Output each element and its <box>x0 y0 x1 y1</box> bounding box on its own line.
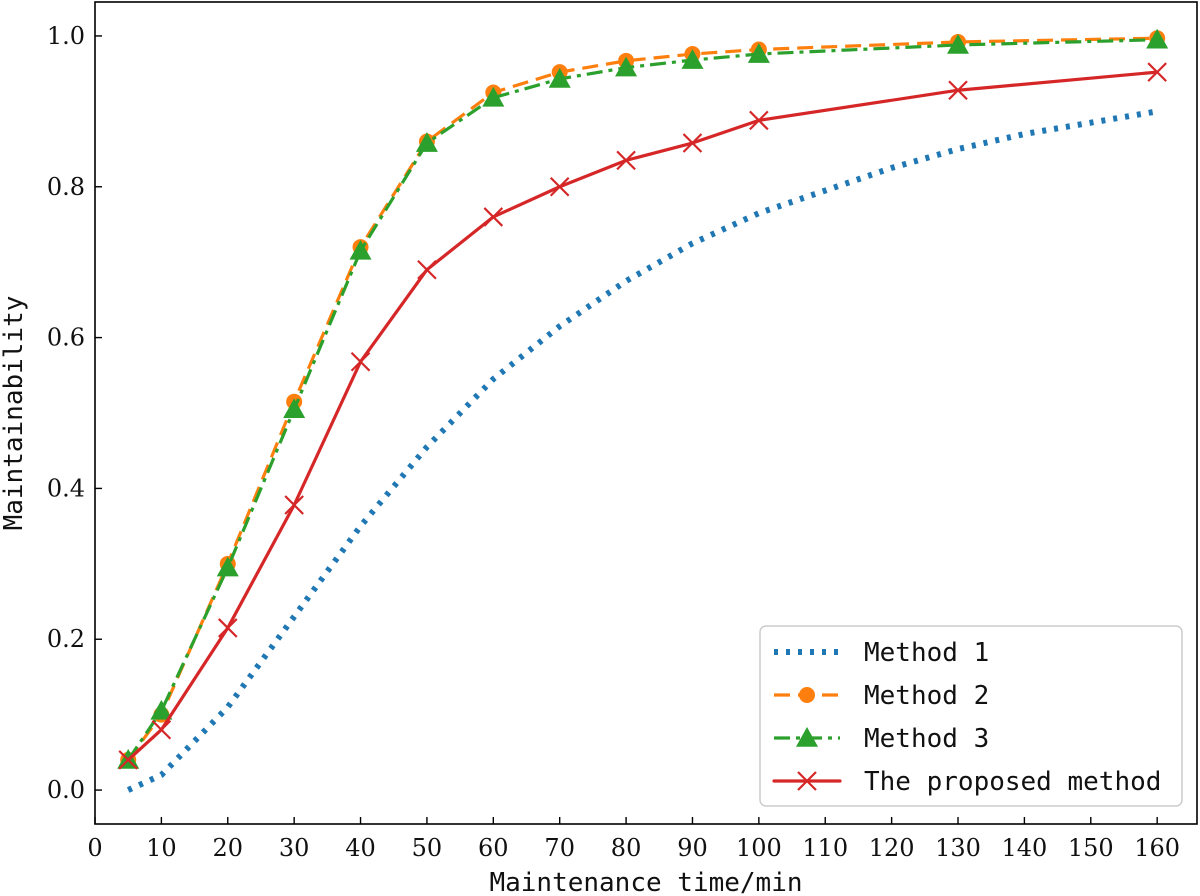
series-4-point <box>483 207 504 227</box>
series-4-point <box>151 719 172 740</box>
series-4-point <box>350 351 371 372</box>
legend-marker-3 <box>796 727 818 747</box>
legend-marker-2 <box>799 687 815 703</box>
series-3-point <box>283 398 306 419</box>
x-tick-label: 140 <box>1001 834 1047 862</box>
legend-label-3: Method 3 <box>864 724 989 754</box>
series-3-point <box>747 43 770 63</box>
x-tick-label: 90 <box>677 834 708 862</box>
y-tick-label: 0.8 <box>47 173 85 201</box>
y-tick-label: 1.0 <box>47 22 85 50</box>
series-4-point <box>749 110 769 131</box>
series-4-point <box>948 80 968 101</box>
legend-label-1: Method 1 <box>864 638 989 668</box>
legend-marker-4 <box>797 771 817 791</box>
x-tick-label: 160 <box>1134 834 1180 862</box>
series-4-point <box>118 750 138 770</box>
x-tick-label: 50 <box>412 834 443 862</box>
x-tick-label: 30 <box>279 834 310 862</box>
x-tick-label: 60 <box>478 834 509 862</box>
x-tick-label: 10 <box>146 834 177 862</box>
x-axis-label: Maintenance time/min <box>489 868 802 896</box>
y-tick-label: 0.4 <box>47 474 85 502</box>
series-3-point <box>216 556 239 577</box>
series-3-point <box>415 132 438 152</box>
series-3-point <box>548 67 571 88</box>
x-tick-label: 0 <box>87 834 102 862</box>
legend-entries: Method 1 Method 2 Method 3 The proposed met… <box>772 638 1161 797</box>
series-4-point <box>217 618 238 638</box>
legend: Method 1 Method 2 Method 3 The proposed met… <box>759 625 1183 807</box>
x-tick-label: 110 <box>802 834 848 862</box>
x-tick-label: 80 <box>611 834 642 862</box>
x-tick-label: 120 <box>869 834 915 862</box>
series-line-1 <box>126 108 1158 793</box>
y-tick-label: 0.0 <box>47 776 85 804</box>
x-tick-label: 150 <box>1068 834 1114 862</box>
series-3-point <box>1146 28 1169 49</box>
series-4-point <box>549 176 570 197</box>
x-tick-label: 40 <box>345 834 376 862</box>
y-axis-label: Maintainability <box>0 296 29 531</box>
series-4-point <box>417 259 437 280</box>
legend-label-2: Method 2 <box>864 681 989 711</box>
series-4-point <box>682 133 703 153</box>
series-3-point <box>681 49 704 69</box>
series-4-point <box>616 150 636 171</box>
series-4-point <box>284 495 304 515</box>
series-3-point <box>349 239 372 260</box>
y-tick-label: 0.2 <box>47 625 85 653</box>
x-tick-label: 130 <box>935 834 981 862</box>
x-tick-label: 20 <box>212 834 243 862</box>
series-3-point <box>947 33 970 54</box>
y-tick-label: 0.6 <box>47 324 85 352</box>
axis-ticks: 0 10 20 30 40 50 60 70 80 90 100 110 120 130 140 150 160… <box>47 22 1180 862</box>
series-4-point <box>1147 62 1167 82</box>
series-3-point <box>150 699 173 720</box>
x-tick-label: 100 <box>736 834 782 862</box>
series-layer <box>117 28 1169 793</box>
series-3-point <box>482 86 505 107</box>
legend-frame <box>759 625 1183 807</box>
legend-label-4: The proposed method <box>864 767 1161 797</box>
x-tick-label: 70 <box>544 834 575 862</box>
series-3-point <box>615 56 638 77</box>
